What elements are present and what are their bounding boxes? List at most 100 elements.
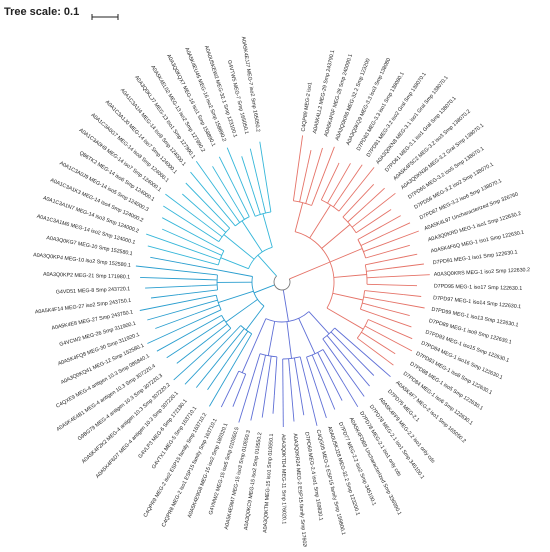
tree-branch [145,286,191,288]
tree-branch [377,332,412,351]
tree-branch [343,383,358,407]
tree-branch [365,257,403,265]
tree-branch [321,165,338,200]
leaf-label: D7PD97 MEG-1 iso14 Smp 122630.1 [433,295,522,310]
tree-branch [299,384,304,416]
tree-branch [323,350,343,383]
tree-branch [191,285,217,286]
tree-branch [186,183,230,228]
tree-branch [317,367,335,410]
tree-branch [250,149,262,201]
tree-branch [177,340,207,363]
leaf-label: A0A3Q0KTM MEG-15 iso1 Smp 010550.1 [262,433,275,533]
tree-scale-label: Tree scale: 0.1 [4,6,79,18]
tree-branch [310,205,331,238]
tree-branch [327,308,363,329]
tree-branch [392,330,412,339]
tree-branch [262,382,267,418]
tree-branch [273,396,274,414]
tree-branch [179,290,218,295]
tree-branch [364,297,390,302]
tree-branch [334,275,367,278]
tree-branch [214,246,224,251]
tree-branch [233,326,241,334]
tree-branch [224,235,254,260]
tree-branch [241,180,256,216]
tree-branch [357,338,387,360]
leaf-label: A0A3Q0KP4 MEG-10 iso2 Smp 152580.1 [33,252,131,269]
tree-branch [268,321,274,355]
tree-branch [283,359,284,427]
leaf-label: A0A3Q0KR24 MEG-2 ESP15 family Smp 176020… [292,433,308,547]
tree-branch [323,339,329,348]
tree-branch [174,354,202,380]
clade-stem [289,262,330,279]
tree-branch [242,156,253,189]
tree-branch [201,221,222,237]
leaf-label: D7PD95 MEG-1 iso17 Smp 122630.1 [434,284,523,292]
tree-branch [287,322,292,359]
tree-branch [246,306,264,330]
tree-branch [241,374,246,386]
tree-branch [370,184,374,188]
tree-branch [239,354,260,423]
tree-branch [343,189,370,217]
tree-branch [392,264,424,268]
tree-branches [136,135,430,427]
tree-branch [140,295,217,310]
clade-stem [283,290,288,322]
tree-branch [389,302,424,308]
tree-branch [367,284,417,285]
tree-branch [293,135,302,200]
tree-branch [263,200,266,213]
tree-branch [364,247,376,252]
tree-branch [251,368,263,421]
tree-branch [238,208,245,219]
tree-branch [191,172,211,196]
tree-branch [289,359,290,372]
tree-branch [327,336,342,354]
leaf-label: C4QP89 MEG-2 iso1 [301,82,314,132]
tree-branch [290,372,294,422]
tree-branch [242,319,266,373]
tree-branch [361,332,395,353]
tree-branch [387,360,393,365]
leaf-label: G4VD51 MEG-8 Smp 243720.1 [56,286,131,295]
tree-branch [299,318,315,354]
tree-branch [229,329,244,348]
tree-branch [316,147,335,196]
clade-stem [258,255,277,276]
tree-branch [403,295,421,297]
tree-branch [221,371,239,407]
tree-branch [242,221,262,252]
leaf-label: A0A3Q0KTD4 MEG-11 Smp 176020.1 [280,434,287,524]
tree-branch [343,354,370,386]
tree-branch [322,225,350,249]
tree-branch [140,277,204,279]
tree-branch [313,148,323,181]
tree-branch [385,223,410,235]
root-arc [274,276,290,290]
tree-branch [365,291,404,295]
tree-branch [341,165,363,196]
tree-branch [309,312,329,334]
tree-branch [312,195,316,205]
tree-branch [227,148,240,180]
tree-branch [376,231,419,247]
tree-branch [333,196,340,207]
tree-branch [362,303,375,306]
tree-branch [150,257,182,263]
tree-branch [225,201,240,222]
tree-branch [214,320,225,327]
tree-branch [196,161,224,201]
leaf-label: A0A3Q0KRS MEG-1 iso2 Smp 122630.2 [434,267,531,278]
tree-branch [392,216,401,221]
leaf-label: D7PD91 MEG-1 iso1 Smp 122630.1 [432,249,518,266]
tree-branch [185,248,220,260]
tree-branch [306,181,313,204]
tree-branch [358,221,392,240]
tree-branch [352,219,362,227]
tree-branch [368,320,392,330]
